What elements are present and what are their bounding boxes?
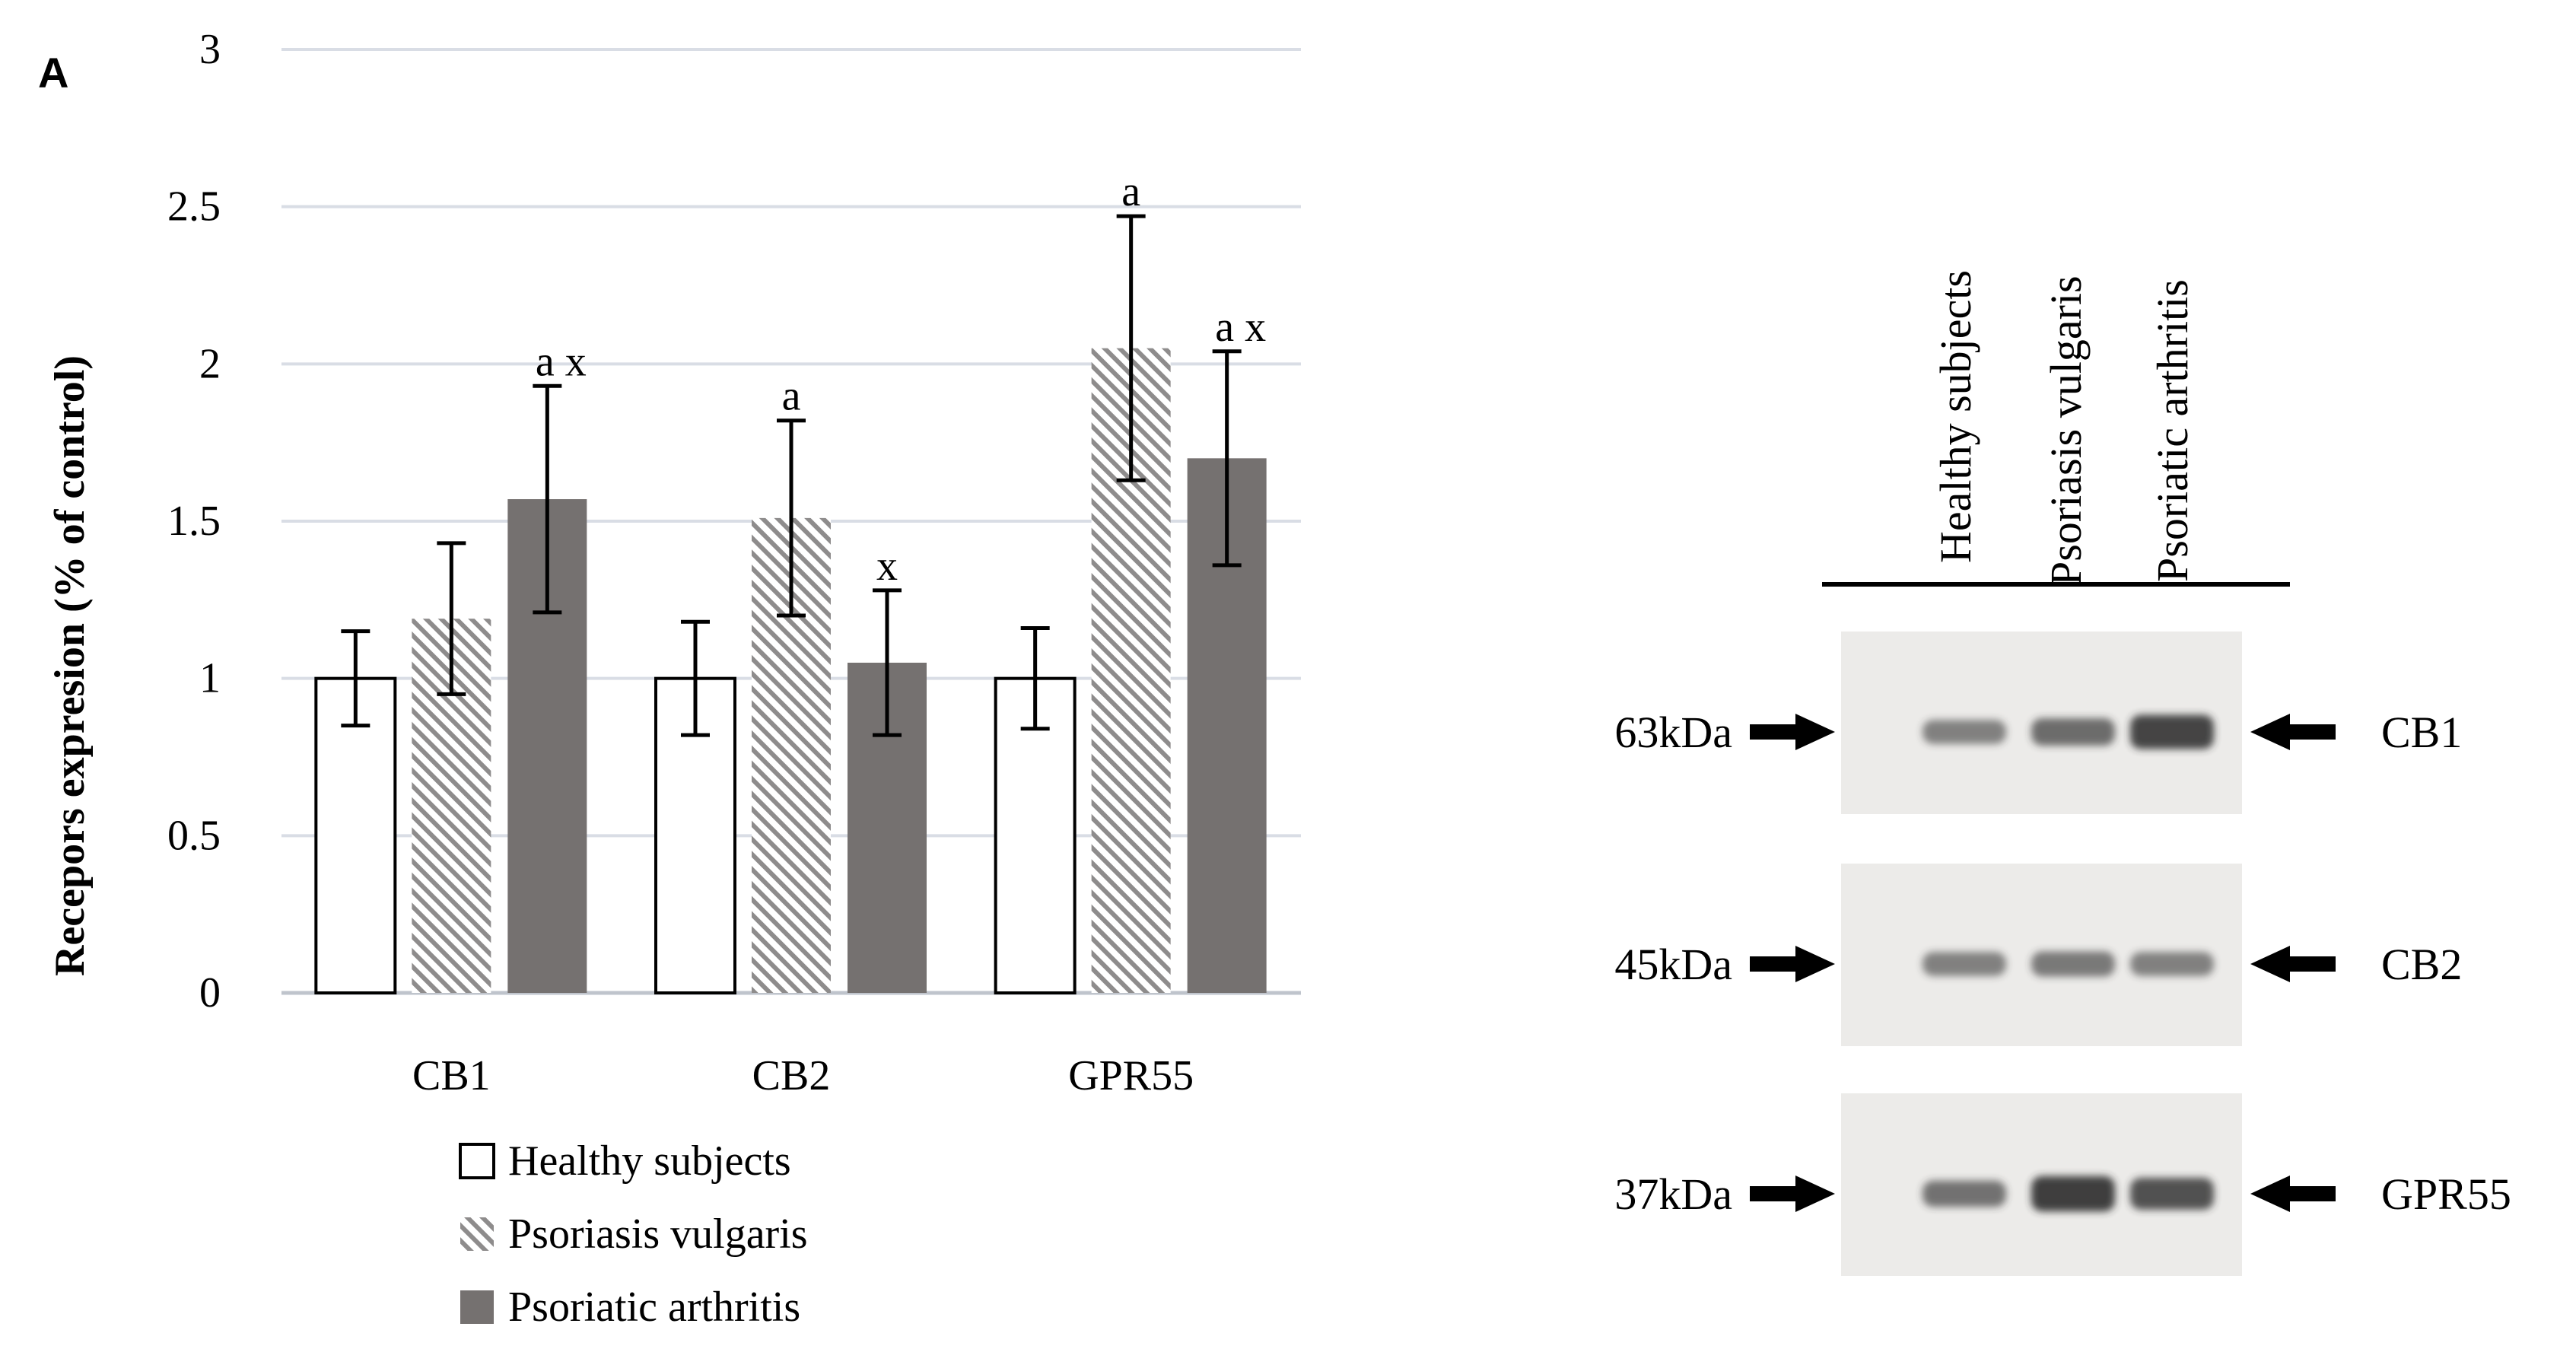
western-blot: Healthy subjects Psoriasis vulgaris Psor… [1614,270,2511,1276]
x-tick-label: CB1 [412,1052,491,1099]
legend-label-healthy: Healthy subjects [508,1137,791,1185]
molecular-weight-label: 63kDa [1614,708,1732,757]
bar [994,676,1077,995]
protein-band [2031,718,2115,746]
significance-label: x [876,542,898,590]
arrow-left-icon [2250,946,2336,982]
arrow-right-icon [1750,714,1835,750]
y-tick-label: 2.5 [167,183,221,231]
protein-label: CB1 [2381,708,2462,757]
significance-label: a x [536,338,587,385]
arrow-right-icon [1750,946,1835,982]
protein-band [2031,951,2115,977]
protein-label: GPR55 [2381,1169,2511,1219]
y-tick-label: 0 [199,969,221,1016]
protein-band [2130,714,2214,749]
panel-label: A [38,49,68,97]
legend-swatch-healthy [459,1143,495,1179]
protein-label: CB2 [2381,940,2462,989]
lane-labels: Healthy subjects Psoriasis vulgaris Psor… [1931,270,2197,586]
bar [654,676,736,995]
significance-label: a x [1215,304,1266,351]
blot-row-gpr55: 37kDa GPR55 [1614,1093,2511,1276]
significance-label: a [1121,168,1140,215]
x-tick-labels: CB1 CB2 GPR55 [412,1052,1194,1099]
protein-band [1922,720,2006,744]
y-tick-labels: 0 0.5 1 1.5 2 2.5 3 [167,26,221,1016]
protein-band [2130,952,2214,976]
lane-label-psoriasis: Psoriasis vulgaris [2041,275,2091,586]
y-tick-label: 2 [199,340,221,387]
y-tick-label: 1.5 [167,498,221,545]
legend: Healthy subjects Psoriasis vulgaris Psor… [459,1137,808,1331]
blot-row-cb1: 63kDa CB1 [1614,632,2462,814]
legend-label-arthritis: Psoriatic arthritis [508,1284,800,1331]
lane-label-healthy: Healthy subjects [1931,270,1980,563]
arrow-right-icon [1750,1176,1835,1212]
legend-item-psoriasis: Psoriasis vulgaris [460,1211,808,1258]
error-bars [341,214,1242,737]
molecular-weight-label: 45kDa [1614,940,1732,989]
legend-item-healthy: Healthy subjects [459,1137,791,1185]
bar [314,676,397,995]
blot-rows: 63kDa CB1 45kDa CB2 37kDa GPR55 [1614,632,2511,1276]
blot-row-cb2: 45kDa CB2 [1614,864,2462,1046]
arrow-left-icon [2250,1176,2336,1212]
arrow-left-icon [2250,714,2336,750]
molecular-weight-label: 37kDa [1614,1169,1732,1219]
protein-band [2031,1176,2115,1212]
protein-band [1922,1180,2006,1207]
y-tick-label: 0.5 [167,812,221,859]
significance-labels: a x a x a a x [536,168,1266,590]
significance-label: a [782,373,801,420]
legend-item-arthritis: Psoriatic arthritis [460,1284,800,1331]
y-tick-label: 1 [199,655,221,702]
x-tick-label: GPR55 [1068,1052,1194,1099]
y-tick-label: 3 [199,26,221,73]
legend-swatch-psoriasis [460,1217,494,1251]
protein-band [1922,952,2006,976]
y-axis-title: Recepors expresion (% of control) [46,355,94,976]
lane-label-arthritis: Psoriatic arthritis [2148,279,2197,582]
x-tick-label: CB2 [752,1052,831,1099]
protein-band [2130,1178,2214,1210]
legend-swatch-arthritis [460,1290,494,1324]
legend-label-psoriasis: Psoriasis vulgaris [508,1211,808,1258]
